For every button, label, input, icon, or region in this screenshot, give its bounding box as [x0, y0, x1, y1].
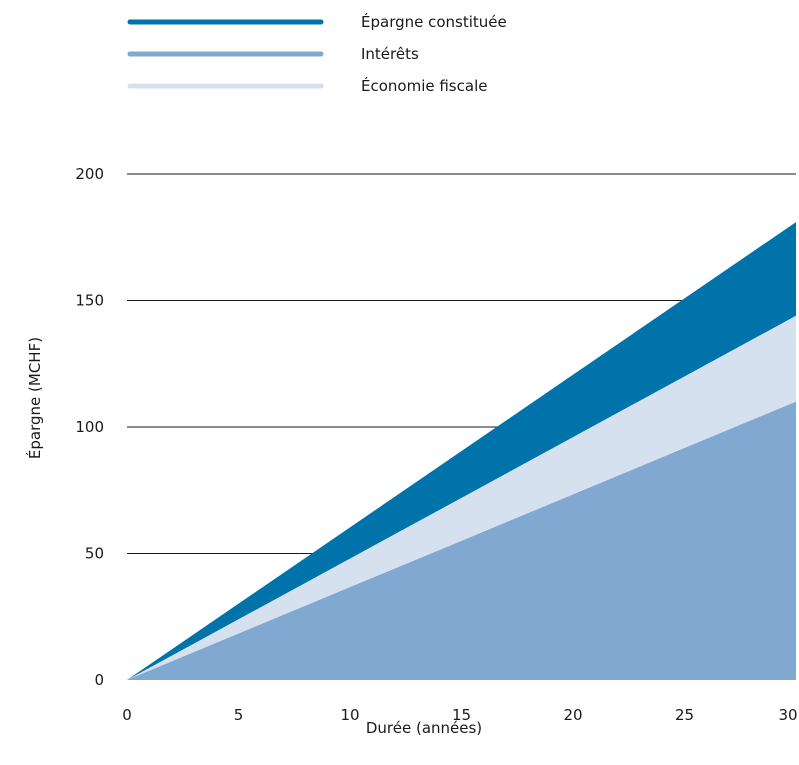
x-ticks: 0 5 10 15 20 25 30 [122, 706, 797, 724]
legend-label-economie-fiscale: Économie fiscale [361, 76, 487, 95]
x-tick-label-5: 5 [234, 706, 244, 724]
y-tick-label-200: 200 [75, 165, 104, 183]
y-axis-label: Épargne (MCHF) [25, 337, 44, 459]
areas [127, 222, 796, 680]
y-tick-label-100: 100 [75, 418, 104, 436]
x-tick-label-10: 10 [340, 706, 359, 724]
x-tick-label-15: 15 [452, 706, 471, 724]
y-tick-label-0: 0 [94, 671, 104, 689]
area-interets [127, 401, 796, 680]
x-tick-label-25: 25 [675, 706, 694, 724]
y-tick-label-150: 150 [75, 292, 104, 310]
y-tick-label-50: 50 [85, 545, 104, 563]
legend-label-interets: Intérêts [361, 45, 419, 63]
x-tick-label-20: 20 [563, 706, 582, 724]
x-tick-label-30: 30 [778, 706, 797, 724]
legend-label-epargne-constituee: Épargne constituée [361, 12, 507, 31]
y-ticks: 0 50 100 150 200 [75, 165, 104, 689]
x-tick-label-0: 0 [122, 706, 132, 724]
x-axis-label: Durée (années) [366, 719, 482, 737]
legend: Épargne constituée Intérêts Économie fisca… [127, 12, 507, 95]
